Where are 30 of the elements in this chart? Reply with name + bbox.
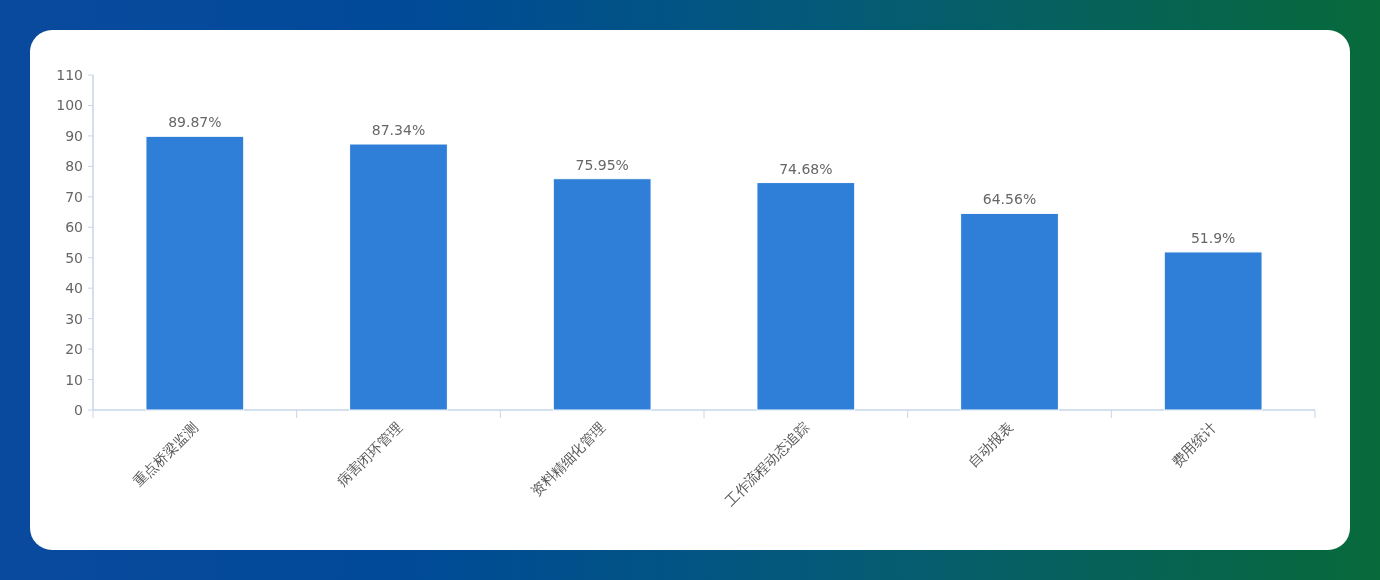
data-label: 75.95% bbox=[575, 156, 629, 173]
data-label: 74.68% bbox=[779, 160, 833, 177]
y-tick-label: 50 bbox=[65, 249, 83, 266]
y-tick-label: 30 bbox=[65, 310, 83, 327]
data-label: 87.34% bbox=[371, 122, 426, 139]
x-tick-label: 工作流程动态追踪 bbox=[721, 418, 812, 510]
data-label: 51.9% bbox=[1190, 229, 1236, 246]
y-tick-label: 70 bbox=[65, 188, 83, 205]
y-tick-label: 90 bbox=[65, 127, 83, 144]
x-tick-label: 重点桥梁监测 bbox=[130, 418, 201, 490]
x-tick-label: 自动报表 bbox=[964, 418, 1016, 470]
bar bbox=[960, 212, 1059, 411]
bar bbox=[552, 178, 652, 411]
y-tick-label: 80 bbox=[65, 158, 83, 175]
y-tick-label: 0 bbox=[74, 402, 83, 418]
y-tick-label: 20 bbox=[65, 341, 83, 358]
x-tick-label: 费用统计 bbox=[1168, 418, 1220, 470]
data-label: 89.87% bbox=[168, 114, 222, 131]
x-tick-label: 资料精细化管理 bbox=[527, 418, 609, 500]
data-label: 64.56% bbox=[982, 191, 1037, 208]
y-tick-label: 110 bbox=[56, 67, 83, 83]
bar bbox=[756, 182, 856, 411]
x-tick-label: 病害闭环管理 bbox=[333, 418, 405, 490]
bar bbox=[349, 143, 448, 411]
y-tick-label: 40 bbox=[65, 280, 83, 297]
y-tick-label: 10 bbox=[65, 371, 83, 388]
bar bbox=[1163, 251, 1263, 411]
y-tick-label: 60 bbox=[65, 219, 83, 236]
bar bbox=[145, 135, 245, 411]
y-tick-label: 100 bbox=[56, 97, 83, 114]
